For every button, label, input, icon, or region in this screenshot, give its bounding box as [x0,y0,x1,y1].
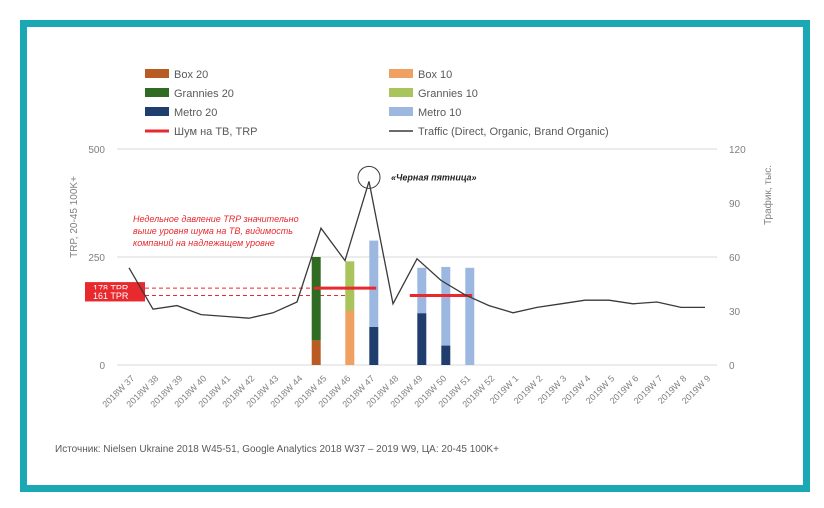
bar-metro20-2018W-50 [441,345,451,365]
y-right-tick-60: 60 [729,253,741,264]
legend-label-metro10: Metro 10 [418,107,461,119]
noise-level-badge-1 [85,289,145,302]
bar-box20-2018W-45 [311,340,321,365]
legend-swatch-grannies10 [389,88,413,97]
legend-swatch-box20 [145,69,169,78]
bar-metro20-2018W-47 [369,326,379,365]
y-right-axis-title: Трафик, тыс. [762,165,774,225]
bar-box10-2018W-46 [345,311,355,365]
y-right-tick-120: 120 [729,145,746,156]
legend-swatch-metro20 [145,107,169,116]
noise-level-label-0: 178 TPR [93,284,129,294]
bar-metro10-2018W-49 [417,267,427,314]
noise-segments [313,286,473,297]
gridlines [117,148,717,366]
legend-label-box10: Box 10 [418,69,452,81]
bar-metro10-2018W-51 [465,267,475,365]
note-line-1: выше уровня шума на ТВ, видимость [133,226,293,236]
legend-label-grannies10: Grannies 10 [418,88,478,100]
note-line-2: компаний на надлежащем уровне [133,238,275,248]
legend-label-box20: Box 20 [174,69,208,81]
black-friday-circle [357,165,381,189]
source-text: Источник: Nielsen Ukraine 2018 W45-51, G… [55,444,499,455]
black-friday-label: «Черная пятница» [391,172,477,182]
y-left-tick-0: 0 [99,361,105,372]
bar-metro10-2018W-50 [441,266,451,346]
y-right-tick-0: 0 [729,361,735,372]
legend-label-grannies20: Grannies 20 [174,88,234,100]
legend-swatch-metro10 [389,107,413,116]
chart-svg: Box 20 Box 10 Grannies 20 Grannies 10 Metro … [55,69,774,455]
y-right-tick-90: 90 [729,199,741,210]
traffic-line [128,181,705,319]
noise-level-label-1: 161 TPR [93,291,129,301]
y-left-axis-title: TRP, 20-45 100K+ [69,176,80,258]
y-left-tick-250: 250 [88,253,105,264]
traffic-line-group [128,181,705,319]
legend-label-noise: Шум на ТВ, TRP [174,126,258,138]
bar-metro20-2018W-49 [417,313,427,365]
legend-label-metro20: Metro 20 [174,107,217,119]
bar-grannies10-2018W-46 [345,261,355,311]
note-text: Недельное давление TRP значительно выше у… [133,214,299,248]
chart-frame: Box 20 Box 10 Grannies 20 Grannies 10 Metro … [20,20,810,492]
annotation-group: «Черная пятница» [357,165,477,189]
note-line-0: Недельное давление TRP значительно [133,214,299,224]
axis-ticks: 0 250 500 0 30 60 90 120 [88,145,746,372]
bar-grannies20-2018W-45 [311,257,321,341]
y-left-tick-500: 500 [88,145,105,156]
legend: Box 20 Box 10 Grannies 20 Grannies 10 Metro … [145,69,609,138]
legend-label-traffic: Traffic (Direct, Organic, Brand Organic) [418,126,609,138]
bars [311,240,475,365]
y-right-tick-30: 30 [729,307,741,318]
legend-swatch-grannies20 [145,88,169,97]
legend-swatch-box10 [389,69,413,78]
bar-metro10-2018W-47 [369,240,379,327]
